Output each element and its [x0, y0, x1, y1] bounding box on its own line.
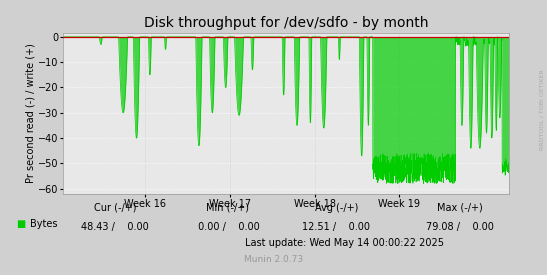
- Text: 0.00 /    0.00: 0.00 / 0.00: [195, 222, 259, 232]
- Text: RRDTOOL / TOBI OETIKER: RRDTOOL / TOBI OETIKER: [539, 69, 544, 150]
- Text: Min (-/+): Min (-/+): [206, 203, 248, 213]
- Text: 48.43 /    0.00: 48.43 / 0.00: [81, 222, 149, 232]
- Text: ■: ■: [16, 219, 26, 229]
- Y-axis label: Pr second read (-) / write (+): Pr second read (-) / write (+): [26, 43, 36, 183]
- Text: 12.51 /    0.00: 12.51 / 0.00: [302, 222, 370, 232]
- Text: Cur (-/+): Cur (-/+): [94, 203, 136, 213]
- Text: Max (-/+): Max (-/+): [437, 203, 482, 213]
- Text: Last update: Wed May 14 00:00:22 2025: Last update: Wed May 14 00:00:22 2025: [245, 238, 444, 248]
- Text: Bytes: Bytes: [30, 219, 57, 229]
- Text: Avg (-/+): Avg (-/+): [315, 203, 358, 213]
- Text: 79.08 /    0.00: 79.08 / 0.00: [426, 222, 493, 232]
- Title: Disk throughput for /dev/sdfo - by month: Disk throughput for /dev/sdfo - by month: [143, 16, 428, 31]
- Text: Munin 2.0.73: Munin 2.0.73: [244, 255, 303, 264]
